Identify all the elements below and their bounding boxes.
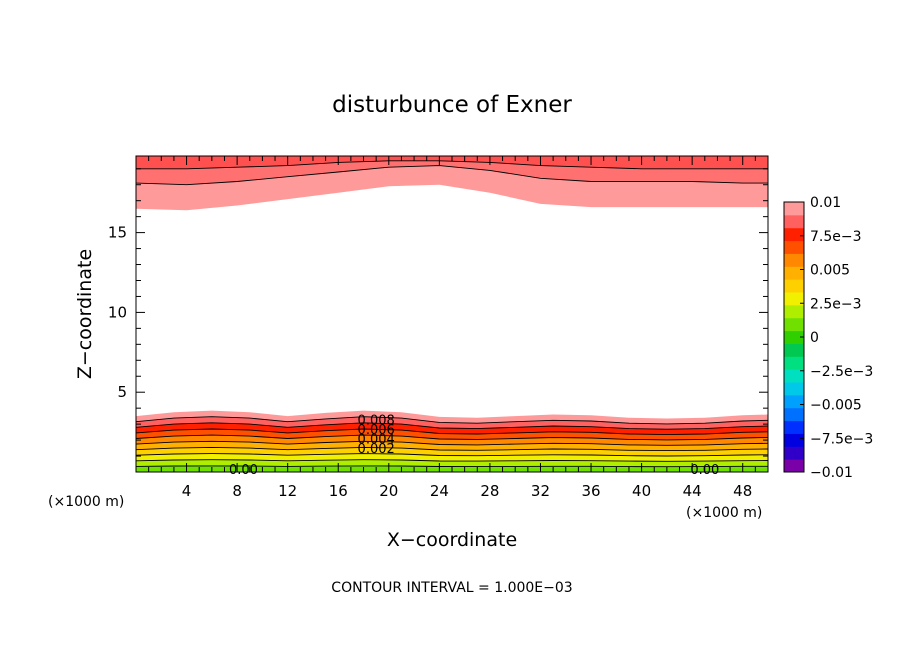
- colorbar-swatch: [784, 202, 804, 216]
- colorbar-swatch: [784, 343, 804, 357]
- colorbar-tick-label: −0.005: [810, 398, 862, 414]
- colorbar-tick-label: 0.005: [810, 263, 850, 279]
- y-tick-label: 15: [108, 224, 127, 242]
- contour-line: [135, 428, 769, 436]
- contour-lines: [135, 160, 769, 468]
- x-tick-label: 36: [581, 482, 600, 500]
- colorbar-swatch: [784, 240, 804, 254]
- colorbar-swatch: [784, 304, 804, 319]
- colorbar-swatch: [784, 407, 804, 422]
- y-tick-label: 5: [117, 383, 127, 401]
- x-tick-label: 24: [430, 482, 449, 500]
- x-tick-label: 20: [379, 482, 398, 500]
- plot-fills: [136, 156, 768, 472]
- x-tick-label: 8: [232, 482, 242, 500]
- colorbar-tick-label: 0.01: [810, 195, 841, 211]
- colorbar-tick-label: −0.01: [810, 465, 853, 481]
- colorbar-swatch: [784, 279, 804, 293]
- colorbar-swatch: [784, 433, 804, 447]
- colorbar-tick-label: 0: [810, 330, 819, 346]
- contour-line: [135, 459, 769, 462]
- contour-label: 0.006: [358, 423, 395, 438]
- x-axis-ticks: 4 8 12 16 20 24 28 32 36 40 44 48: [148, 156, 756, 500]
- x-axis-label: X−coordinate: [387, 529, 517, 551]
- x-tick-label: 28: [480, 482, 499, 500]
- contour-label: 0.002: [358, 442, 395, 457]
- colorbar: 0.01 7.5e−3 0.005 2.5e−3 0 −2.5e−3 −0.005 −7.5e…: [783, 195, 873, 481]
- x-tick-label: 48: [733, 482, 752, 500]
- colorbar-swatch: [784, 330, 804, 344]
- contour-label: 0.004: [358, 432, 395, 447]
- colorbar-swatch: [784, 394, 804, 409]
- y-tick-label: 10: [108, 303, 127, 321]
- colorbar-tick-label: 2.5e−3: [810, 296, 862, 312]
- x-unit-left: (×1000 m): [48, 494, 124, 510]
- colorbar-tick-label: 7.5e−3: [810, 229, 862, 245]
- colorbar-tick-label: −2.5e−3: [810, 364, 873, 380]
- contour-line: [135, 165, 768, 186]
- colorbar-swatch: [784, 356, 804, 370]
- y-axis-label: Z−coordinate: [74, 249, 96, 379]
- contour-line: [135, 434, 769, 441]
- x-tick-label: 40: [632, 482, 651, 500]
- x-tick-label: 16: [329, 482, 348, 500]
- contour-line: [135, 416, 769, 425]
- colorbar-swatch: [784, 253, 804, 267]
- contour-line: [135, 465, 768, 468]
- colorbar-swatch: [784, 420, 804, 434]
- x-tick-label: 44: [683, 482, 702, 500]
- colorbar-swatch: [784, 459, 804, 473]
- contour-interval-note: CONTOUR INTERVAL = 1.000E−03: [331, 580, 572, 596]
- colorbar-swatch: [784, 382, 804, 396]
- contour-label: 0.008: [358, 413, 395, 428]
- contour-line: [136, 160, 768, 170]
- contour-line: [135, 422, 769, 430]
- contour-line: [135, 446, 769, 452]
- x-tick-label: 4: [182, 482, 192, 500]
- x-tick-label: 12: [278, 482, 297, 500]
- contour-label: 0.00: [229, 463, 258, 478]
- colorbar-swatch: [784, 227, 804, 242]
- chart-title: disturbunce of Exner: [332, 92, 572, 118]
- colorbar-swatch: [784, 369, 804, 383]
- colorbar-tick-label: −7.5e−3: [810, 431, 873, 447]
- upper-band-fill: [136, 156, 768, 169]
- colorbar-swatch: [784, 266, 804, 280]
- colorbar-swatch: [784, 446, 804, 460]
- x-unit-right: (×1000 m): [686, 505, 762, 521]
- y-axis-ticks: 5 10 15: [108, 168, 768, 457]
- colorbar-swatch: [784, 317, 804, 332]
- x-tick-label: 32: [531, 482, 550, 500]
- contour-line: [135, 453, 769, 457]
- contour-line: [135, 440, 769, 446]
- colorbar-swatch: [784, 214, 804, 229]
- colorbar-swatch: [784, 292, 804, 306]
